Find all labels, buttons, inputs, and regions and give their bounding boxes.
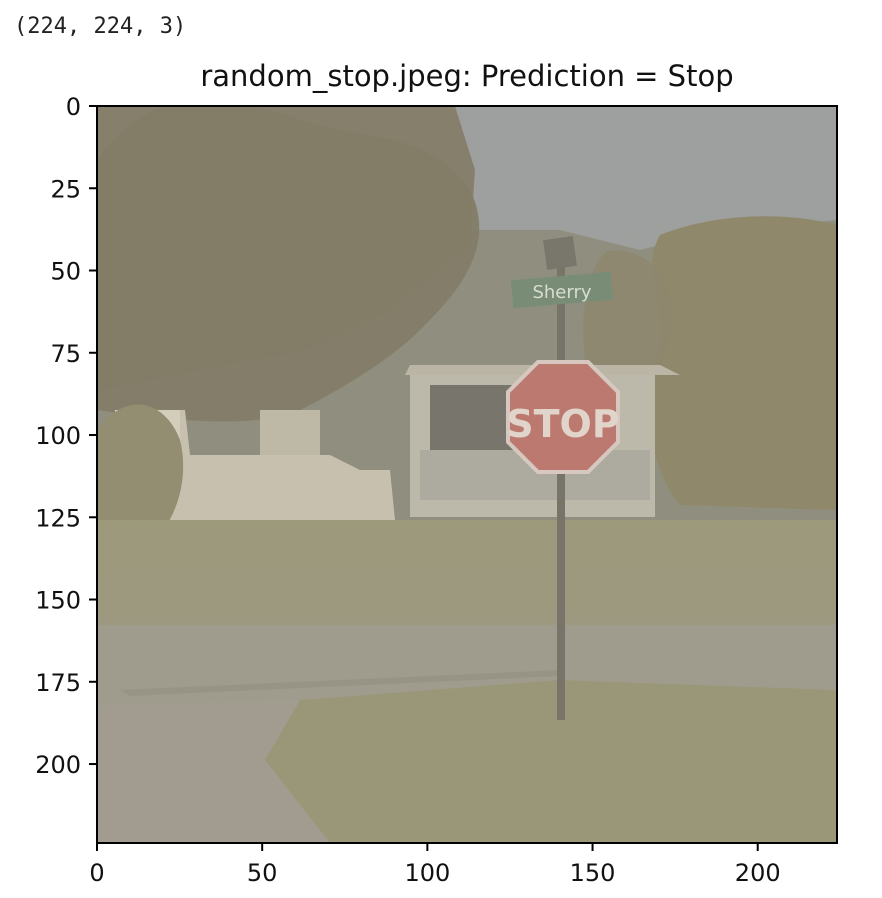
plot-title: random_stop.jpeg: Prediction = Stop bbox=[200, 59, 734, 93]
y-tick-label: 200 bbox=[35, 751, 81, 779]
y-tick-label: 50 bbox=[50, 258, 81, 286]
x-tick-label: 50 bbox=[247, 859, 278, 887]
y-tick-label: 100 bbox=[35, 422, 81, 450]
axes-frame bbox=[96, 105, 838, 844]
x-tick-label: 150 bbox=[570, 859, 616, 887]
x-tick-label: 200 bbox=[735, 859, 781, 887]
y-tick-label: 175 bbox=[35, 669, 81, 697]
array-shape-output: (224, 224, 3) bbox=[14, 14, 187, 39]
x-axis: 0 50 100 150 200 bbox=[89, 843, 781, 887]
stop-sign-octagon bbox=[506, 360, 620, 474]
stop-sign-photo: Sherry STOP bbox=[97, 106, 837, 843]
x-tick-label: 0 bbox=[89, 859, 104, 887]
stop-sign-text: STOP bbox=[506, 402, 619, 446]
y-tick-label: 0 bbox=[66, 93, 81, 121]
y-tick-label: 125 bbox=[35, 504, 81, 532]
y-tick-label: 75 bbox=[50, 340, 81, 368]
y-tick-label: 150 bbox=[35, 587, 81, 615]
x-tick-label: 100 bbox=[404, 859, 450, 887]
y-tick-label: 25 bbox=[50, 175, 81, 203]
street-sign-text: Sherry bbox=[532, 282, 591, 303]
y-axis: 0 25 50 75 100 125 150 175 200 bbox=[35, 93, 97, 779]
